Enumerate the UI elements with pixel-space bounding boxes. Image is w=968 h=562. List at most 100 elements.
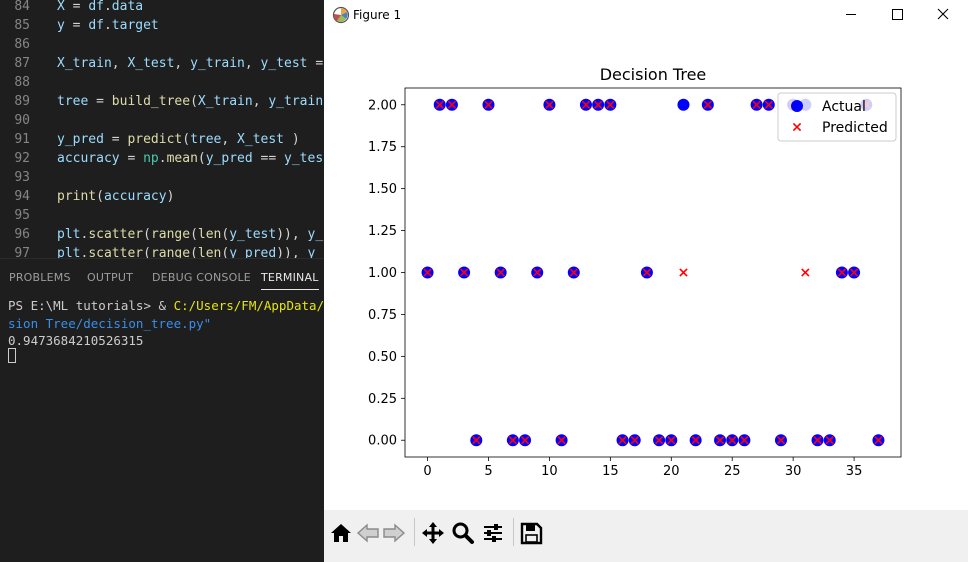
axes-frame bbox=[404, 87, 902, 458]
code-token: print bbox=[57, 189, 97, 204]
code-token: , bbox=[221, 132, 238, 147]
code-token: df bbox=[88, 0, 104, 14]
tab-output[interactable]: OUTPUT bbox=[87, 271, 134, 284]
line-number: 88 bbox=[14, 75, 30, 90]
tab-terminal[interactable]: TERMINAL bbox=[261, 271, 319, 290]
predicted-point bbox=[642, 268, 652, 277]
code-text: plt.scatter(range(len(y_test)), y_t bbox=[57, 225, 324, 244]
code-token: X bbox=[57, 0, 65, 14]
code-line: 87 X_train, X_test, y_train, y_test = bbox=[0, 54, 324, 73]
code-token: target bbox=[111, 18, 159, 33]
panel-tabs: PROBLEMS OUTPUT DEBUG CONSOLE TERMINAL bbox=[0, 258, 324, 294]
predicted-point bbox=[740, 436, 749, 445]
code-line: 92 accuracy = np.mean(y_pred == y_test bbox=[0, 149, 324, 168]
code-token: ( bbox=[190, 227, 198, 242]
back-arrow-icon[interactable] bbox=[355, 520, 381, 546]
save-icon[interactable] bbox=[518, 520, 544, 546]
home-icon[interactable] bbox=[328, 520, 354, 546]
code-token: ( bbox=[182, 132, 191, 147]
code-editor[interactable]: 84 X = df.data 85 y = df.target 86 87 X_train,… bbox=[0, 0, 324, 258]
code-token: )), bbox=[276, 227, 308, 242]
forward-arrow-icon[interactable] bbox=[381, 520, 407, 546]
code-token: = bbox=[88, 94, 112, 109]
y-tick-label: 2.00 bbox=[368, 98, 397, 113]
minimize-button[interactable] bbox=[828, 0, 874, 30]
code-text: y_pred = predict(tree, X_test ) bbox=[57, 130, 300, 149]
code-token: , bbox=[111, 56, 128, 71]
code-token: X_train bbox=[57, 56, 112, 71]
code-token: plt bbox=[57, 246, 81, 258]
matplotlib-icon bbox=[332, 6, 350, 24]
predicted-point bbox=[520, 436, 530, 445]
code-token: . bbox=[103, 0, 112, 14]
code-token: == bbox=[252, 151, 285, 166]
terminal-command-path: C:/Users/FM/AppData/Loc bbox=[173, 298, 324, 313]
code-text: accuracy = np.mean(y_pred == y_test bbox=[57, 149, 324, 168]
code-token: ) bbox=[284, 132, 300, 147]
code-token: len bbox=[197, 227, 222, 242]
predicted-point bbox=[472, 436, 481, 445]
zoom-icon[interactable] bbox=[450, 520, 476, 546]
legend-predicted-marker bbox=[792, 122, 802, 132]
line-number: 93 bbox=[14, 170, 30, 185]
window-titlebar[interactable]: Figure 1 bbox=[324, 0, 968, 30]
code-token: = bbox=[64, 0, 89, 14]
predicted-point bbox=[728, 436, 737, 445]
predicted-point bbox=[667, 436, 676, 445]
code-token: X_train bbox=[197, 94, 253, 109]
y-tick-label: 0.50 bbox=[368, 350, 397, 365]
predicted-point bbox=[545, 100, 554, 109]
line-number: 91 bbox=[14, 132, 30, 147]
code-token: = bbox=[64, 18, 89, 33]
code-token: mean bbox=[166, 151, 198, 166]
code-text: X = df.data bbox=[57, 0, 143, 16]
tab-debug-console[interactable]: DEBUG CONSOLE bbox=[152, 271, 251, 284]
code-token: y_test bbox=[284, 151, 324, 166]
code-text: y = df.target bbox=[57, 16, 159, 35]
close-icon bbox=[937, 8, 949, 20]
pan-icon[interactable] bbox=[420, 520, 446, 546]
predicted-point bbox=[533, 268, 542, 277]
code-token: scatter bbox=[88, 246, 144, 258]
terminal-output: 0.9473684210526315 bbox=[8, 333, 144, 348]
code-line: 94 print(accuracy) bbox=[0, 187, 324, 206]
predicted-point bbox=[606, 100, 615, 109]
scatter-chart[interactable]: Decision Tree 0 5 10 15 20 25 30 35 0.00 0.25 0.50 0… bbox=[324, 30, 968, 510]
code-token: tree bbox=[190, 132, 222, 147]
code-token: ( bbox=[190, 246, 198, 258]
configure-subplots-icon[interactable] bbox=[480, 520, 506, 546]
y-tick-label: 0.75 bbox=[368, 308, 397, 323]
code-line: 93 bbox=[0, 168, 324, 187]
code-line: 90 bbox=[0, 111, 324, 130]
figure-canvas[interactable]: Decision Tree 0 5 10 15 20 25 30 35 0.00 0.25 0.50 0… bbox=[324, 30, 968, 510]
terminal-command-line: PS E:\ML tutorials> & C:/Users/FM/AppDat… bbox=[8, 297, 324, 314]
maximize-button[interactable] bbox=[874, 0, 920, 30]
predicted-point bbox=[849, 268, 859, 277]
legend-actual-marker bbox=[791, 100, 803, 112]
x-tick-label: 15 bbox=[602, 464, 619, 479]
code-token: np bbox=[143, 151, 159, 166]
tab-problems[interactable]: PROBLEMS bbox=[9, 271, 71, 284]
chart-title: Decision Tree bbox=[600, 65, 707, 84]
code-token: build_tree bbox=[111, 94, 191, 109]
predicted-point bbox=[484, 100, 493, 109]
predicted-point bbox=[618, 436, 627, 445]
code-token: , bbox=[252, 94, 269, 109]
code-token: y_train bbox=[190, 56, 245, 71]
predicted-point bbox=[776, 436, 786, 445]
code-token: , bbox=[244, 56, 261, 71]
line-number: 87 bbox=[14, 56, 30, 71]
predicted-point bbox=[459, 268, 469, 277]
code-text: tree = build_tree(X_train, y_train) bbox=[57, 92, 324, 111]
code-token: data bbox=[111, 0, 144, 14]
code-line: 89 tree = build_tree(X_train, y_train) bbox=[0, 92, 324, 111]
terminal-cursor bbox=[8, 348, 16, 363]
maximize-icon bbox=[892, 9, 903, 20]
line-number: 92 bbox=[14, 151, 30, 166]
x-tick-label: 30 bbox=[785, 464, 802, 479]
predicted-point bbox=[508, 436, 518, 445]
line-number: 89 bbox=[14, 94, 30, 109]
terminal[interactable]: PS E:\ML tutorials> & C:/Users/FM/AppDat… bbox=[0, 294, 324, 562]
navigation-toolbar bbox=[324, 510, 968, 562]
close-button[interactable] bbox=[920, 0, 966, 30]
